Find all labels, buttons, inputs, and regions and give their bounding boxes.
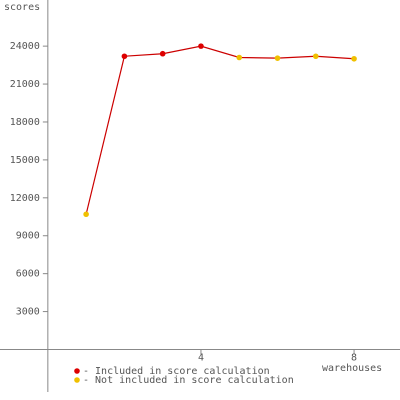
- score-point: [236, 54, 243, 61]
- score-point: [198, 43, 204, 49]
- x-tick-label: 8: [351, 352, 357, 363]
- y-tick-label: 3000: [16, 307, 40, 318]
- score-point: [274, 55, 281, 61]
- legend-marker: [74, 368, 80, 374]
- y-tick-label: 21000: [10, 79, 40, 90]
- legend-marker: [74, 377, 80, 383]
- x-tick-label: 4: [198, 352, 204, 363]
- y-tick-label: 12000: [10, 193, 40, 204]
- score-point: [351, 55, 357, 62]
- legend-label: - Not included in score calculation: [83, 375, 294, 386]
- score-point: [121, 53, 128, 60]
- score-point: [83, 211, 89, 218]
- legend-label: - Included in score calculation: [83, 366, 270, 377]
- y-tick-label: 15000: [10, 155, 40, 166]
- y-tick-label: 6000: [16, 269, 40, 280]
- x-axis-label: warehouses: [322, 363, 382, 374]
- y-tick-label: 9000: [16, 231, 40, 242]
- score-point: [159, 50, 166, 57]
- y-tick-label: 24000: [10, 41, 40, 52]
- y-tick-label: 18000: [10, 117, 40, 128]
- y-axis-label: scores: [4, 2, 40, 13]
- score-line: [85, 45, 355, 215]
- score-point: [312, 53, 319, 60]
